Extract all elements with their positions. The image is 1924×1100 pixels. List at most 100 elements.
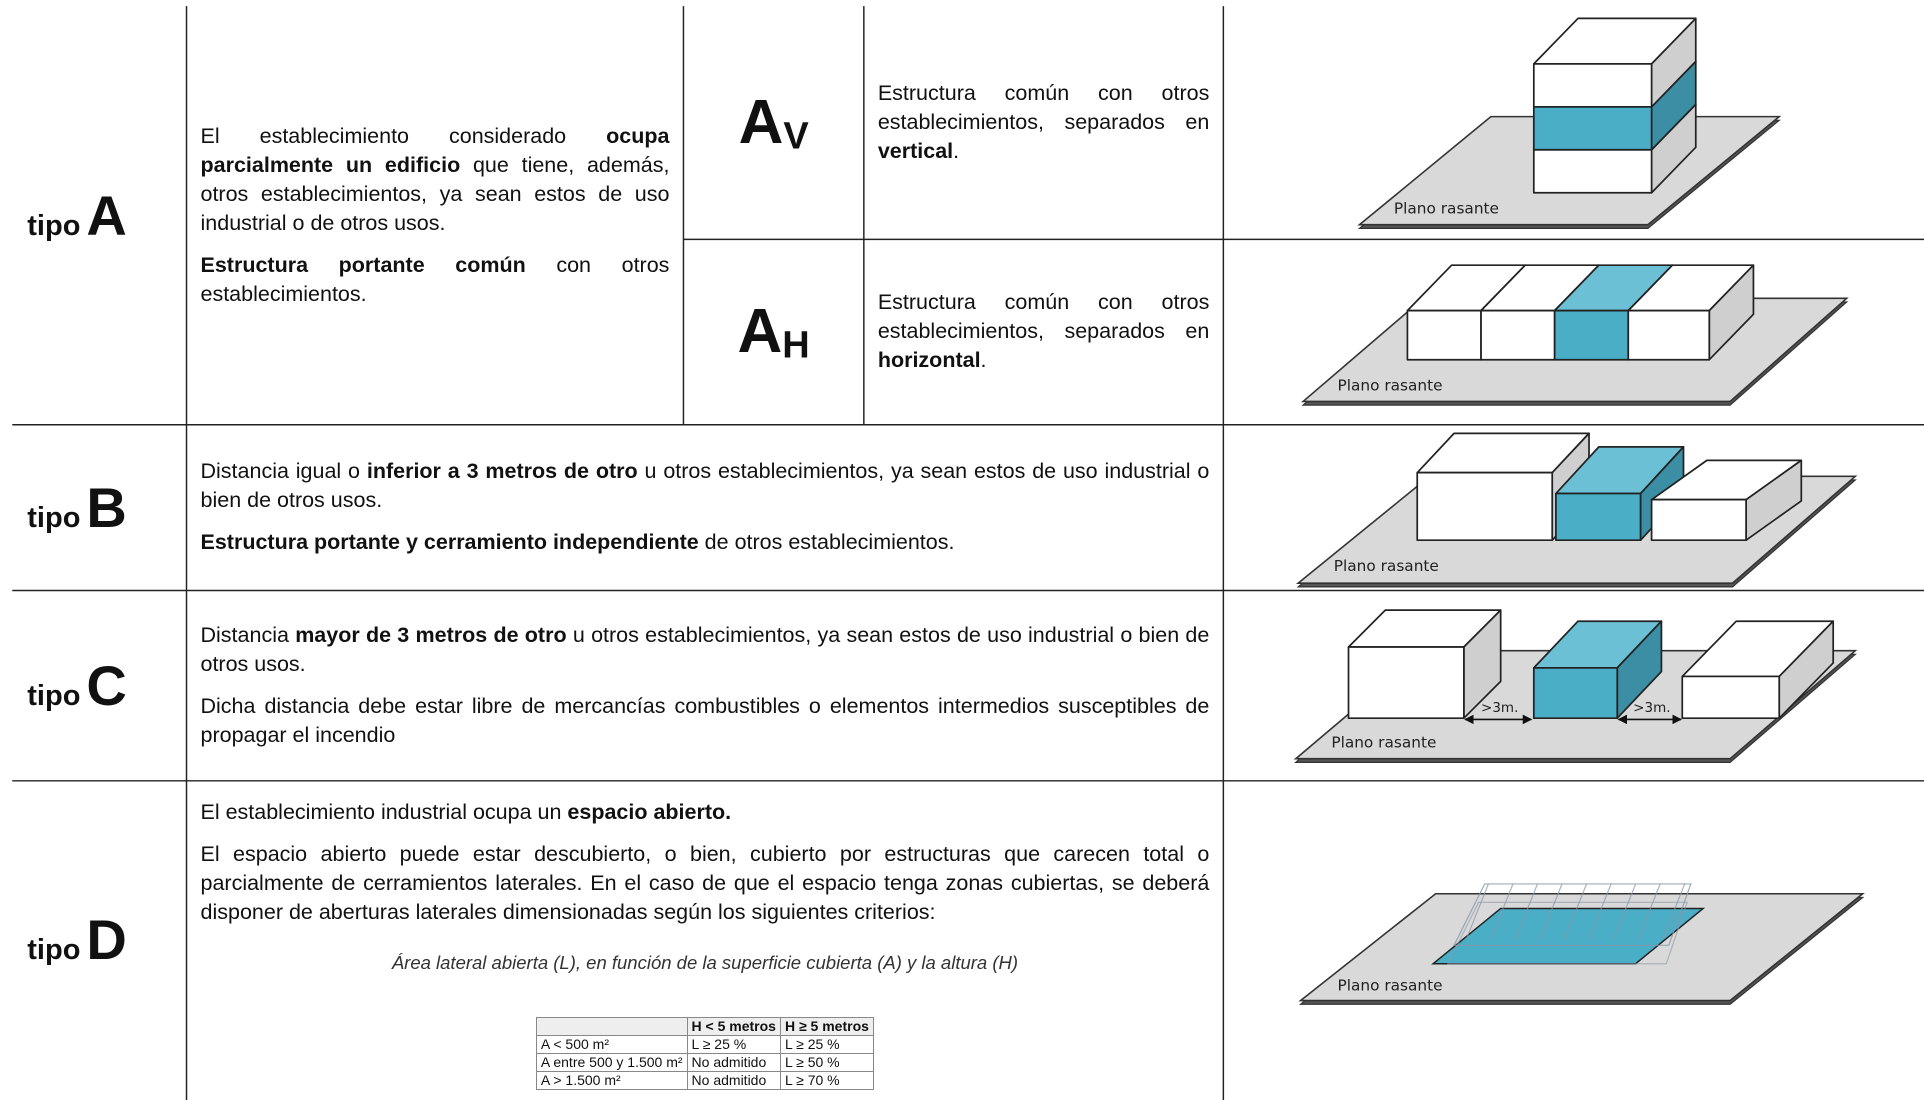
type-label: tipo C [27, 653, 186, 718]
text: Estructura común con otros establecimien… [877, 81, 1210, 135]
table-cell: A > 1.500 m² [535, 1070, 688, 1090]
box-front [1532, 105, 1653, 151]
type-label-cell: tipo D [12, 780, 186, 1099]
table-row: A entre 500 y 1.500 m² No admitido L ≥ 50 … [535, 1052, 874, 1072]
wireframe [1446, 901, 1689, 965]
image-label: >3m. [1633, 700, 1670, 716]
type-label: tipo D [27, 907, 186, 972]
type-letter: C [86, 653, 127, 717]
wireframe [1539, 883, 1563, 940]
table-cell: H ≥ 5 metros [779, 1016, 874, 1036]
text: u otros establecimientos, ya sean estos … [200, 459, 1210, 513]
type-label: tipo B [27, 475, 186, 540]
paragraph: Distancia igual o inferior a 3 metros de… [201, 457, 1210, 515]
symbol-subscript: H [782, 324, 810, 367]
box-front [1480, 309, 1556, 361]
bold-text: ocupa parcialmente un edificio [200, 123, 670, 177]
table-cell: H < 5 metros [686, 1016, 781, 1036]
type-letter: A [86, 183, 127, 247]
table-row: A > 1.500 m² No admitido L ≥ 70 % [535, 1070, 874, 1090]
table-cell [535, 1016, 688, 1036]
text: . [953, 139, 960, 164]
table-cell: No admitido [686, 1052, 781, 1072]
symbol: A [738, 87, 784, 157]
bold-text: Estructura portante común [200, 252, 526, 277]
paragraph: El establecimiento considerado ocupa par… [201, 122, 670, 238]
wireframe [1662, 883, 1686, 940]
text: El espacio abierto puede estar descubier… [200, 841, 1210, 924]
image-label: Plano rasante [1337, 376, 1442, 394]
type-label-cell: tipo B [12, 425, 186, 591]
box-front [1406, 309, 1482, 361]
description-cell: Distancia igual o inferior a 3 metros de… [187, 425, 1224, 591]
wireframe [1514, 883, 1539, 940]
type-prefix: tipo [27, 209, 81, 242]
table-cell: L ≥ 25 % [686, 1034, 781, 1054]
type-letter: B [86, 475, 127, 539]
table-caption: Área lateral abierta (L), en función de … [391, 951, 1019, 973]
text: con otros establecimientos. [200, 252, 670, 306]
text: . [980, 348, 987, 373]
type-letter: D [86, 908, 127, 972]
image-label: Plano rasante [1337, 977, 1442, 995]
criteria-table: H < 5 metros H ≥ 5 metros A < 500 m² L ≥ 25… [535, 1016, 874, 1090]
subtype-symbol: AH [738, 296, 810, 368]
box-front [1681, 675, 1781, 720]
box-front [1555, 492, 1642, 542]
text: Distancia igual o [200, 459, 367, 484]
bold-text: horizontal [877, 348, 981, 373]
paragraph: Estructura portante y cerramiento indepe… [201, 528, 1210, 557]
image-label: Plano rasante [1334, 557, 1439, 575]
text: El establecimiento industrial ocupa un [200, 799, 568, 824]
table-cell: L ≥ 70 % [779, 1070, 874, 1090]
text: de otros establecimientos. [698, 530, 955, 555]
paragraph: El espacio abierto puede estar descubier… [201, 840, 1210, 927]
wireframe [1465, 883, 1489, 940]
description-cell: Distancia mayor de 3 metros de otro u ot… [187, 590, 1224, 780]
subtype-description-cell: Estructura común con otros establecimien… [864, 6, 1224, 239]
image-label: Plano rasante [1394, 200, 1499, 218]
text: Dicha distancia debe estar libre de merc… [200, 693, 1210, 747]
table-row: A < 500 m² L ≥ 25 % L ≥ 25 % [535, 1034, 874, 1054]
paragraph: Dicha distancia debe estar libre de merc… [201, 692, 1210, 750]
wireframe [1453, 883, 1692, 946]
text: u otros establecimientos, ya sean estos … [200, 622, 1210, 676]
type-prefix: tipo [27, 501, 81, 534]
box-front [1650, 498, 1747, 542]
wireframe [1588, 883, 1612, 940]
wireframe [1563, 883, 1588, 940]
table-cell: No admitido [686, 1070, 781, 1090]
table-cell: L ≥ 50 % [779, 1052, 874, 1072]
paragraph: El establecimiento industrial ocupa un e… [201, 798, 1210, 827]
text: que tiene, además, otros establecimiento… [200, 152, 670, 235]
type-label-cell: tipo C [12, 590, 186, 780]
description-cell: El establecimiento industrial ocupa un e… [187, 780, 1224, 1099]
subtype-symbol-cell: AV [683, 6, 863, 239]
box-front [1532, 62, 1653, 108]
bold-text: espacio abierto. [567, 799, 732, 824]
table-cell: A < 500 m² [535, 1034, 688, 1054]
box-front [1627, 309, 1711, 361]
box-front [1553, 309, 1630, 361]
table-cell: A entre 500 y 1.500 m² [535, 1052, 688, 1072]
table-cell: L ≥ 25 % [779, 1034, 874, 1054]
type-prefix: tipo [27, 679, 81, 712]
bold-text: vertical [877, 139, 954, 164]
paragraph: Estructura común con otros establecimien… [878, 79, 1210, 166]
box-front [1532, 666, 1619, 720]
wireframe [1612, 883, 1637, 940]
subtype-description-cell: Estructura común con otros establecimien… [864, 239, 1224, 424]
type-label: tipo A [27, 183, 186, 248]
bold-text: mayor de 3 metros de otro [295, 622, 567, 647]
text: Distancia [200, 622, 296, 647]
box-front [1532, 148, 1653, 194]
subtype-symbol: AV [739, 87, 809, 159]
box-front [1416, 471, 1554, 542]
image-label: >3m. [1481, 700, 1518, 716]
image-label: Plano rasante [1331, 734, 1436, 752]
wireframe [1490, 883, 1514, 940]
wireframe [1637, 883, 1661, 940]
subtype-symbol-cell: AH [683, 239, 863, 424]
